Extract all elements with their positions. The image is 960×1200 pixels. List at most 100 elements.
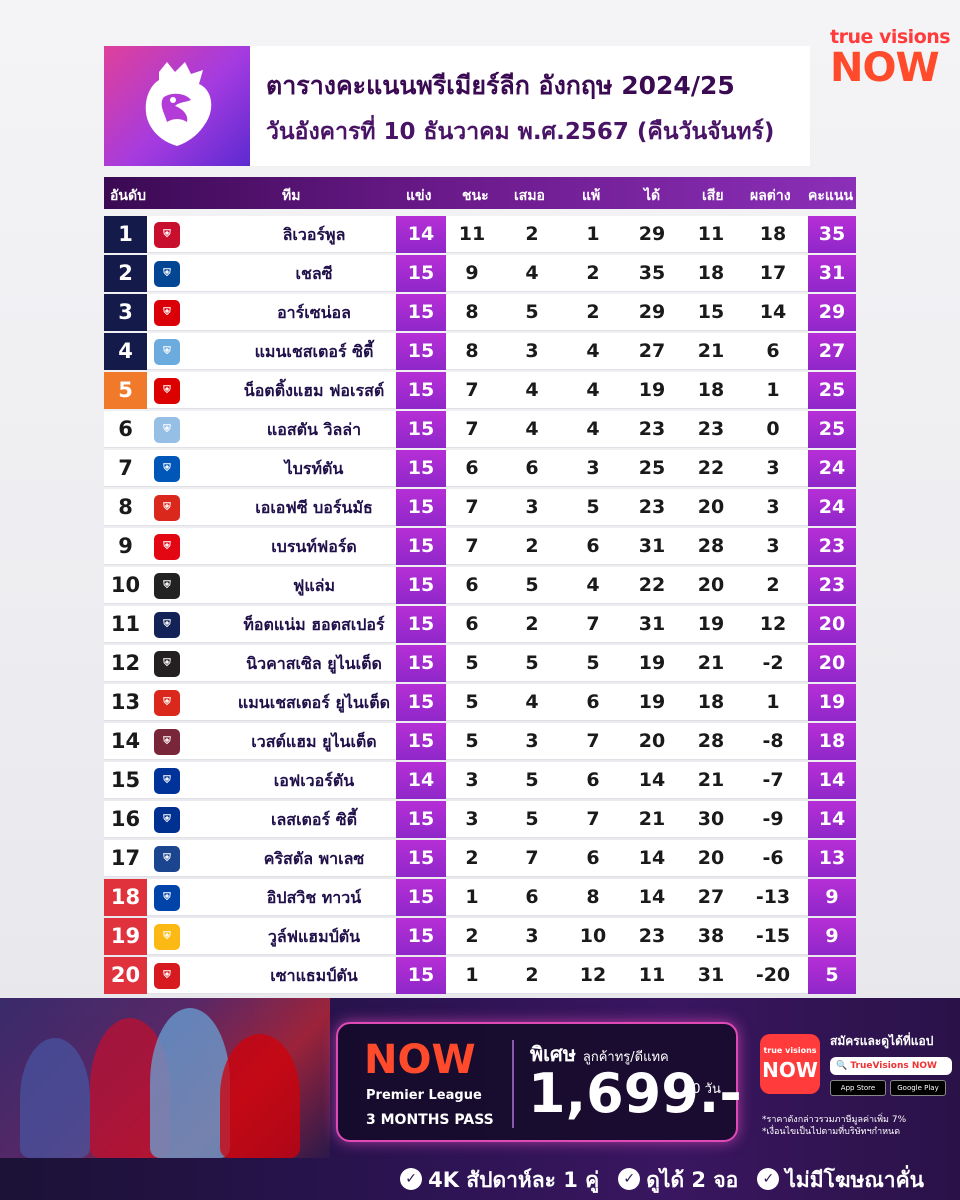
played-cell: 15 <box>396 294 446 331</box>
team-name: คริสตัล พาเลซ <box>263 849 365 868</box>
team-name: เบรนท์ฟอร์ด <box>271 537 357 556</box>
feature-item: ✓ ดูได้ 2 จอ <box>618 1160 738 1200</box>
position-cell: 6 <box>118 417 133 441</box>
played-cell: 15 <box>396 606 446 643</box>
position-cell: 19 <box>104 918 147 955</box>
team-name: ฟูแล่ม <box>293 576 335 595</box>
team-name: เซาแธมป์ตัน <box>270 966 358 985</box>
position-cell: 11 <box>110 612 141 636</box>
brand-bottom-text: NOW <box>830 45 940 91</box>
goals-for-cell: 19 <box>638 379 666 401</box>
table-row: 1 ⛨ ลิเวอร์พูล 14 11 2 1 29 11 18 35 <box>104 216 856 253</box>
lost-cell: 7 <box>586 613 600 635</box>
lost-cell: 6 <box>586 691 600 713</box>
goals-against-cell: 11 <box>697 223 725 245</box>
won-cell: 1 <box>465 964 479 986</box>
header-lost: แพ้ <box>582 188 601 204</box>
goals-against-cell: 21 <box>697 769 725 791</box>
team-name: เวสต์แฮม ยูไนเต็ด <box>251 732 377 751</box>
drawn-cell: 3 <box>525 730 539 752</box>
drawn-cell: 4 <box>525 379 539 401</box>
lost-cell: 1 <box>586 223 600 245</box>
position-cell: 14 <box>110 729 141 753</box>
goals-against-cell: 20 <box>697 574 725 596</box>
goals-for-cell: 29 <box>638 301 666 323</box>
played-cell: 15 <box>396 450 446 487</box>
arsenal-crest-icon: ⛨ <box>154 300 180 326</box>
header-pts: คะแนน <box>808 188 854 204</box>
app-search-box[interactable]: 🔍 TrueVisions NOW <box>830 1057 952 1075</box>
drawn-cell: 2 <box>525 223 539 245</box>
position-cell: 1 <box>104 216 147 253</box>
terms-note: *ราคาดังกล่าวรวมภาษีมูลค่าเพิ่ม 7% *เงื่… <box>762 1114 952 1138</box>
played-cell: 15 <box>396 801 446 838</box>
everton-crest-icon: ⛨ <box>154 768 180 794</box>
table-row: 12 ⛨ นิวคาสเซิล ยูไนเต็ด 15 5 5 5 19 21 -2 20 <box>104 645 856 682</box>
lost-cell: 6 <box>586 535 600 557</box>
position-cell: 18 <box>104 879 147 916</box>
now-logo: NOW <box>364 1037 476 1083</box>
chelsea-crest-icon: ⛨ <box>154 261 180 287</box>
header-team: ทีม <box>282 188 301 204</box>
goal-diff-cell: -15 <box>755 925 791 947</box>
goal-diff-cell: 6 <box>766 340 780 362</box>
points-cell: 20 <box>808 606 856 643</box>
goals-for-cell: 23 <box>638 925 666 947</box>
position-cell: 13 <box>110 690 141 714</box>
played-cell: 15 <box>396 333 446 370</box>
note-line-2: *เงื่อนไขเป็นไปตามที่บริษัทฯกำหนด <box>762 1127 901 1137</box>
position-cell: 3 <box>104 294 147 331</box>
won-cell: 1 <box>465 886 479 908</box>
lost-cell: 10 <box>579 925 607 947</box>
team-name: แมนเชสเตอร์ ซิตี้ <box>254 342 374 361</box>
table-row: 14 ⛨ เวสต์แฮม ยูไนเต็ด 15 5 3 7 20 28 -8 18 <box>104 723 856 760</box>
ipswich-crest-icon: ⛨ <box>154 885 180 911</box>
premier-league-label: Premier League <box>366 1088 482 1103</box>
played-cell: 15 <box>396 879 446 916</box>
won-cell: 6 <box>465 457 479 479</box>
goals-against-cell: 21 <box>697 340 725 362</box>
table-row: 18 ⛨ อิปสวิช ทาวน์ 15 1 6 8 14 27 -13 9 <box>104 879 856 916</box>
goals-against-cell: 27 <box>697 886 725 908</box>
drawn-cell: 2 <box>525 964 539 986</box>
truevisions-now-logo: true visions NOW <box>830 26 951 91</box>
truevisions-now-app-icon[interactable]: true visions NOW <box>760 1034 820 1094</box>
goals-for-cell: 23 <box>638 496 666 518</box>
won-cell: 8 <box>465 340 479 362</box>
check-icon: ✓ <box>400 1168 423 1190</box>
google-play-badge[interactable]: Google Play <box>890 1080 946 1096</box>
drawn-cell: 3 <box>525 496 539 518</box>
header-played: แข่ง <box>406 188 432 204</box>
pass-label: 3 MONTHS PASS <box>366 1112 494 1128</box>
won-cell: 6 <box>465 574 479 596</box>
drawn-cell: 5 <box>525 301 539 323</box>
team-name: อิปสวิช ทาวน์ <box>266 888 362 907</box>
played-cell: 15 <box>396 372 446 409</box>
goals-for-cell: 21 <box>638 808 666 830</box>
app-store-badge[interactable]: App Store <box>830 1080 886 1096</box>
lost-cell: 8 <box>586 886 600 908</box>
lost-cell: 3 <box>586 457 600 479</box>
goals-for-cell: 23 <box>638 418 666 440</box>
drawn-cell: 2 <box>525 535 539 557</box>
feature-list: ✓ 4K สัปดาห์ละ 1 คู่ ✓ ดูได้ 2 จอ ✓ ไม่มีโฆ… <box>0 1160 960 1200</box>
header-ga: เสีย <box>702 188 724 204</box>
table-row: 7 ⛨ ไบรท์ตัน 15 6 6 3 25 22 3 24 <box>104 450 856 487</box>
drawn-cell: 2 <box>525 613 539 635</box>
played-cell: 15 <box>396 528 446 565</box>
won-cell: 7 <box>465 496 479 518</box>
goal-diff-cell: -13 <box>755 886 791 908</box>
points-cell: 9 <box>808 918 856 955</box>
price-suffix: 90 วัน <box>684 1082 721 1097</box>
won-cell: 5 <box>465 691 479 713</box>
drawn-cell: 5 <box>525 652 539 674</box>
lost-cell: 4 <box>586 574 600 596</box>
won-cell: 7 <box>465 418 479 440</box>
liverpool-crest-icon: ⛨ <box>154 222 180 248</box>
lost-cell: 7 <box>586 730 600 752</box>
header-gf: ได้ <box>644 188 661 204</box>
goals-against-cell: 15 <box>697 301 725 323</box>
price: 1,699.- <box>528 1062 742 1125</box>
offer-card[interactable]: NOW Premier League 3 MONTHS PASS พิเศษ ล… <box>336 1022 742 1142</box>
won-cell: 2 <box>465 847 479 869</box>
